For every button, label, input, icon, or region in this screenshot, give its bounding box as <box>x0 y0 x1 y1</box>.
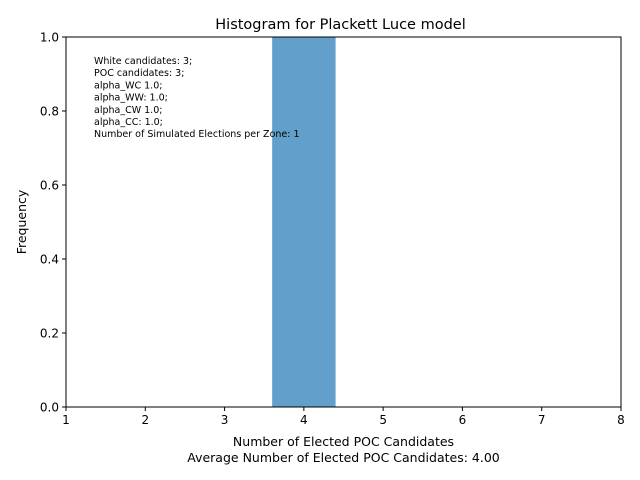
x-tick-label-0: 1 <box>62 413 70 427</box>
x-axis-label: Number of Elected POC Candidates <box>233 434 454 449</box>
annotation-line-0: White candidates: 3; <box>94 56 192 67</box>
y-axis-label: Frequency <box>14 189 29 254</box>
x-axis-ticks: 1 2 3 4 5 6 7 8 <box>62 407 625 427</box>
y-tick-label-1: 0.2 <box>40 327 59 341</box>
y-tick-label-3: 0.6 <box>40 179 59 193</box>
y-tick-label-4: 0.8 <box>40 105 59 119</box>
bars-layer <box>272 37 336 407</box>
y-tick-label-2: 0.4 <box>40 253 59 267</box>
x-tick-label-3: 4 <box>300 413 308 427</box>
x-tick-label-4: 5 <box>379 413 387 427</box>
x-tick-label-7: 8 <box>617 413 625 427</box>
annotation-line-4: alpha_CW 1.0; <box>94 105 162 116</box>
chart-title: Histogram for Plackett Luce model <box>215 17 465 33</box>
x-tick-label-2: 3 <box>221 413 229 427</box>
parameters-annotation: White candidates: 3;POC candidates: 3;al… <box>94 56 300 140</box>
histogram-bar-0 <box>272 37 336 407</box>
annotation-line-1: POC candidates: 3; <box>94 68 184 79</box>
y-tick-label-0: 0.0 <box>40 401 59 415</box>
x-tick-label-6: 7 <box>538 413 546 427</box>
x-axis-sublabel: Average Number of Elected POC Candidates… <box>187 450 500 465</box>
y-axis-ticks: 0.0 0.2 0.4 0.6 0.8 1.0 <box>40 31 66 415</box>
x-tick-label-1: 2 <box>141 413 149 427</box>
annotation-line-2: alpha_WC 1.0; <box>94 80 162 91</box>
y-tick-label-5: 1.0 <box>40 31 59 45</box>
x-tick-label-5: 6 <box>459 413 467 427</box>
annotation-line-5: alpha_CC: 1.0; <box>94 117 163 128</box>
axes-frame <box>65 36 622 408</box>
annotation-line-6: Number of Simulated Elections per Zone: … <box>94 129 300 140</box>
annotation-line-3: alpha_WW: 1.0; <box>94 93 168 104</box>
